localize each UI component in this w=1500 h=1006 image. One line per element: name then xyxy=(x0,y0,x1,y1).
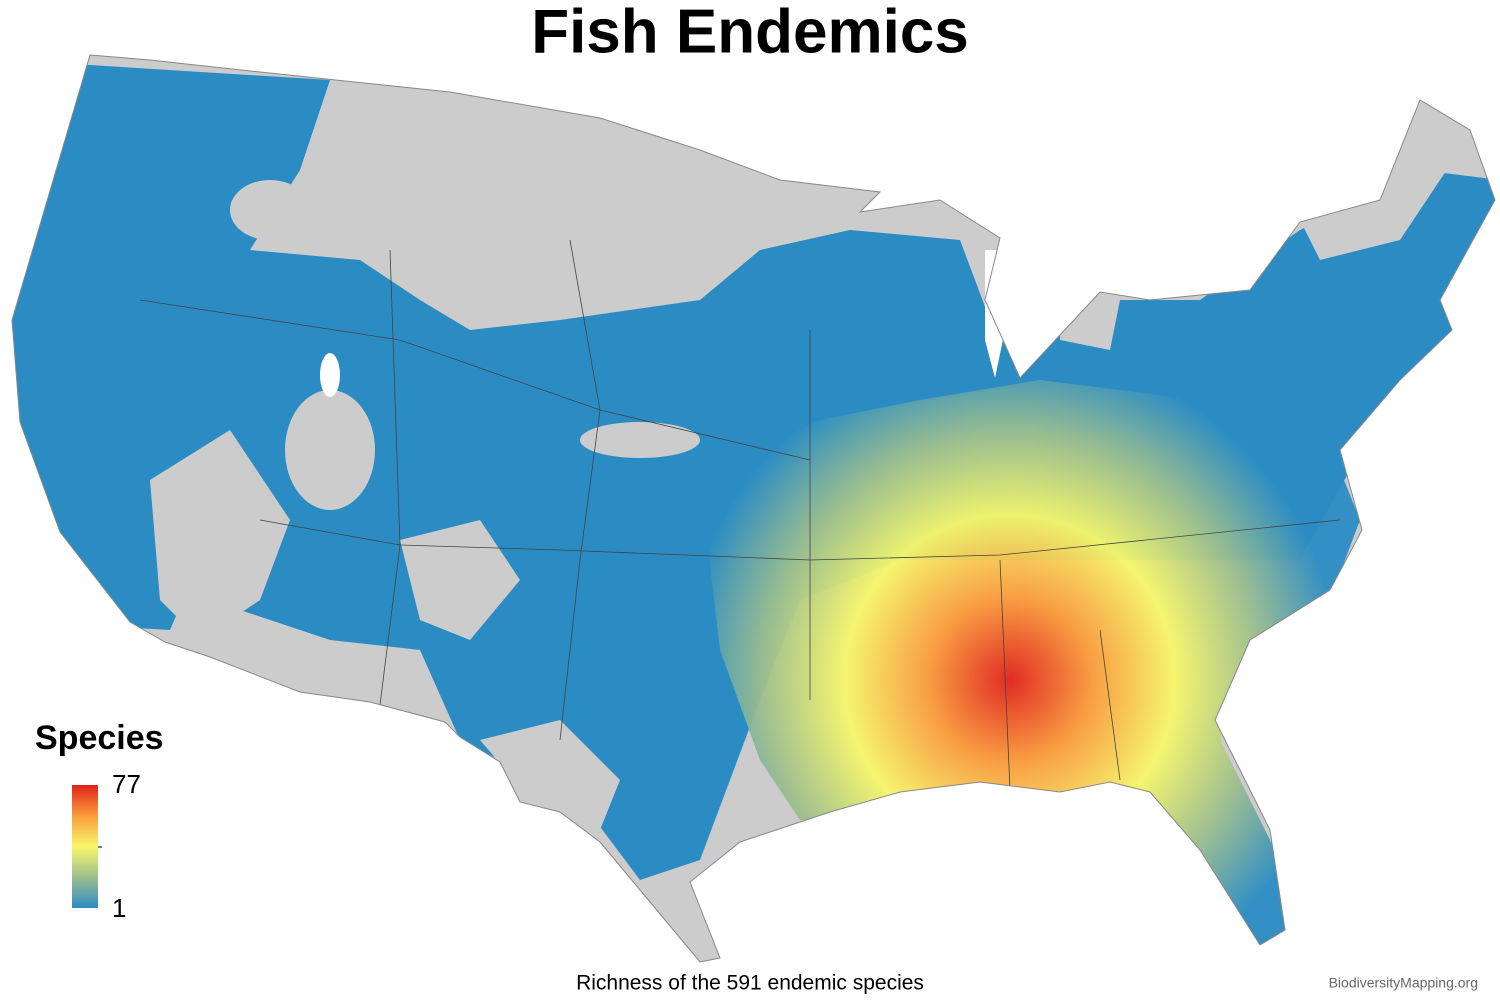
high-richness-area xyxy=(700,380,1360,960)
map-title: Fish Endemics xyxy=(531,0,969,66)
legend-min-label: 1 xyxy=(112,893,126,923)
legend-title: Species xyxy=(35,719,164,757)
credit: BiodiversityMapping.org xyxy=(1329,975,1478,991)
legend-max-label: 77 xyxy=(112,769,141,799)
legend-color-bar xyxy=(72,785,98,908)
caption: Richness of the 591 endemic species xyxy=(576,972,924,995)
state-borders xyxy=(139,239,1341,791)
